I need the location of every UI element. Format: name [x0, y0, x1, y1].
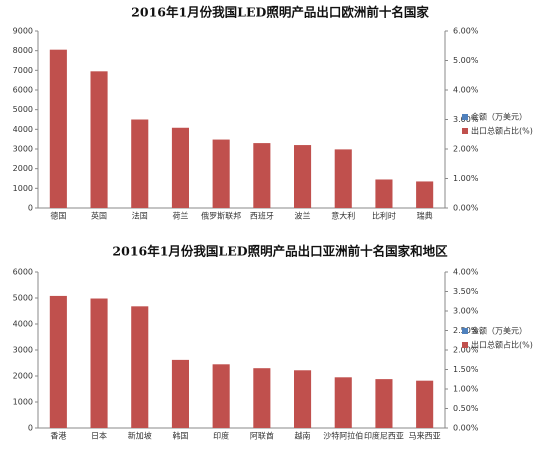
y-tick-label: 3000 [13, 346, 33, 355]
y2-tick-label: 4.00% [453, 86, 479, 95]
x-tick-label: 印度 [213, 431, 229, 441]
bar [253, 368, 271, 428]
bar [294, 145, 312, 208]
y-tick-label: 8000 [13, 46, 33, 55]
legend-swatch [462, 342, 468, 348]
bar [212, 364, 230, 428]
x-tick-label: 比利时 [372, 211, 396, 221]
x-tick-label: 韩国 [172, 431, 188, 441]
x-tick-label: 越南 [295, 431, 311, 441]
bar [171, 359, 189, 428]
y-tick-label: 0 [28, 204, 33, 213]
y2-tick-label: 0.00% [453, 204, 479, 213]
y-tick-label: 5000 [13, 105, 33, 114]
x-tick-label: 印度尼西亚 [364, 431, 404, 441]
legend-swatch [462, 128, 468, 134]
y2-tick-label: 2.00% [453, 346, 479, 355]
chart-title: 2016年1月份我国LED照明产品出口欧洲前十名国家 [131, 5, 429, 20]
bar [416, 181, 434, 208]
x-tick-label: 新加坡 [128, 431, 152, 441]
legend-label: 出口总额占比(%) [471, 126, 533, 136]
legend-swatch [462, 114, 468, 120]
bar [49, 295, 67, 428]
bar [131, 119, 149, 208]
bar [171, 127, 189, 208]
x-tick-label: 英国 [91, 211, 107, 221]
y2-tick-label: 1.00% [453, 385, 479, 394]
x-tick-label: 日本 [91, 431, 107, 441]
y-tick-label: 1000 [13, 184, 33, 193]
bar [416, 380, 434, 428]
y-tick-label: 0 [28, 424, 33, 433]
y2-tick-label: 3.00% [453, 307, 479, 316]
x-tick-label: 阿联酋 [250, 431, 274, 441]
chart-title: 2016年1月份我国LED照明产品出口亚洲前十名国家和地区 [112, 244, 448, 259]
y-tick-label: 7000 [13, 66, 33, 75]
y-tick-label: 6000 [13, 86, 33, 95]
y-tick-label: 2000 [13, 164, 33, 173]
legend-label: 金额（万美元） [471, 112, 527, 122]
y-tick-label: 2000 [13, 372, 33, 381]
y-tick-label: 6000 [13, 268, 33, 277]
y2-tick-label: 6.00% [453, 27, 479, 36]
y-tick-label: 4000 [13, 320, 33, 329]
legend-swatch [462, 328, 468, 334]
y2-tick-label: 1.50% [453, 365, 479, 374]
bar [334, 149, 352, 208]
x-tick-label: 西班牙 [250, 211, 274, 221]
bar [375, 379, 393, 428]
bar [375, 179, 393, 208]
y2-tick-label: 3.50% [453, 287, 479, 296]
bar [212, 139, 230, 208]
bar [49, 49, 67, 208]
x-tick-label: 德国 [50, 211, 66, 221]
y2-tick-label: 2.00% [453, 145, 479, 154]
x-tick-label: 沙特阿拉伯 [323, 431, 363, 441]
y2-tick-label: 0.00% [453, 424, 479, 433]
x-tick-label: 俄罗斯联邦 [201, 211, 241, 221]
y-tick-label: 9000 [13, 27, 33, 36]
x-tick-label: 马来西亚 [409, 432, 441, 441]
y-tick-label: 3000 [13, 145, 33, 154]
x-tick-label: 意大利 [331, 211, 355, 221]
y2-tick-label: 4.00% [453, 268, 479, 277]
legend-label: 出口总额占比(%) [471, 340, 533, 350]
y2-tick-label: 0.50% [453, 404, 479, 413]
y-tick-label: 4000 [13, 125, 33, 134]
y-tick-label: 5000 [13, 294, 33, 303]
bar [334, 377, 352, 428]
y2-tick-label: 1.00% [453, 174, 479, 183]
x-tick-label: 波兰 [295, 211, 311, 221]
legend-label: 金额（万美元） [471, 326, 527, 336]
bar [90, 71, 108, 208]
bar [90, 298, 108, 428]
bar [131, 306, 149, 428]
x-tick-label: 香港 [50, 431, 66, 441]
bar [253, 143, 271, 208]
x-tick-label: 法国 [132, 211, 148, 221]
y2-tick-label: 5.00% [453, 56, 479, 65]
x-tick-label: 瑞典 [417, 211, 433, 221]
bar [294, 370, 312, 428]
x-tick-label: 荷兰 [172, 211, 188, 221]
y-tick-label: 1000 [13, 398, 33, 407]
